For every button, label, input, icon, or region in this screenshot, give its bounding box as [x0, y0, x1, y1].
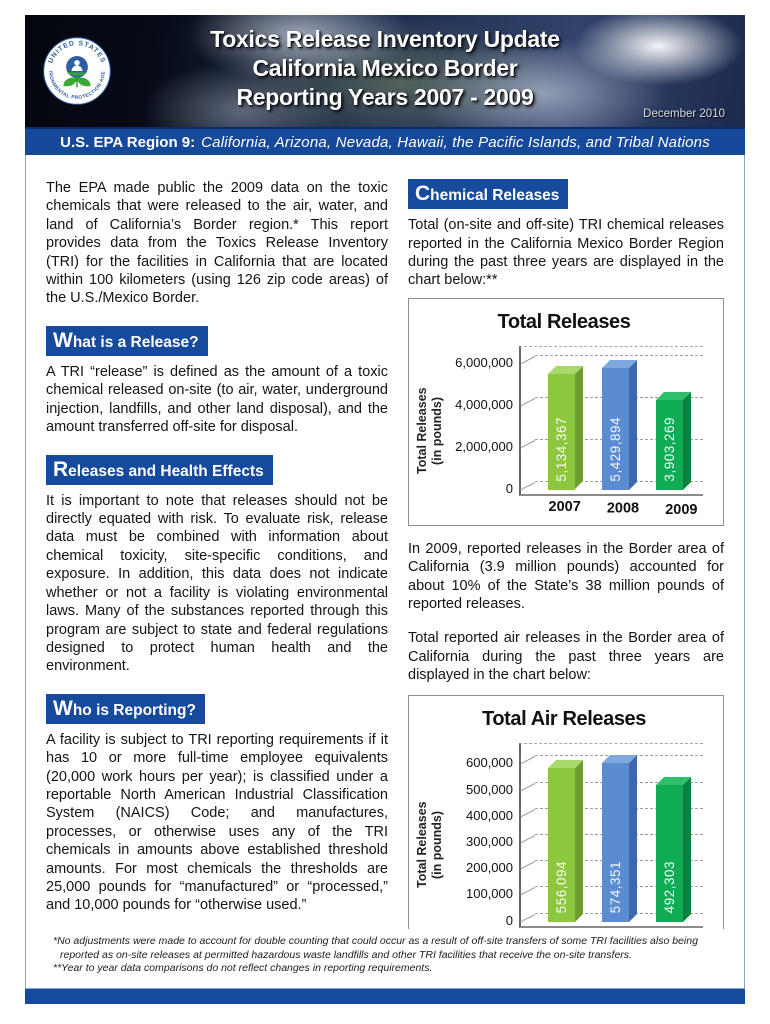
chart-total-air-releases: Total Air Releases Total Releases (in poun…	[408, 694, 724, 930]
y-tick-label: 100,000	[466, 886, 513, 902]
heading-releases-health-effects: Releases and Health Effects	[46, 454, 273, 485]
section-who-is-reporting: Who is Reporting? A facility is subject …	[46, 693, 388, 915]
y-tick-label: 300,000	[466, 833, 513, 849]
right-column: Chemical Releases Total (on-site and off…	[408, 179, 724, 930]
bar-value-text: 556,094	[553, 861, 569, 914]
section-what-is-a-release: What is a Release? A TRI “release” is de…	[46, 325, 388, 437]
bar-2008: 5,429,894	[601, 368, 629, 490]
chart-title: Total Air Releases	[482, 707, 646, 730]
title-line-1: Toxics Release Inventory Update	[210, 26, 560, 52]
heading-what-is-a-release: What is a Release?	[46, 325, 208, 356]
intro-paragraph: The EPA made public the 2009 data on the…	[46, 180, 388, 307]
plot-column: 0 100,000 200,000 300,000 400,000 500,000 600,…	[447, 742, 713, 930]
chart-total-releases: Total Releases Total Releases (in pounds) 0…	[408, 297, 724, 526]
bar-value-text: 574,351	[607, 861, 623, 914]
bar-value-label: 5,429,894	[602, 417, 629, 482]
logo-leaf-right	[77, 77, 91, 87]
bar-2007: 5,134,367	[547, 374, 575, 490]
chart-title: Total Releases	[497, 310, 631, 333]
x-tick-label: 2007	[548, 498, 581, 515]
footer-bar	[25, 989, 745, 1004]
heading-who-is-reporting: Who is Reporting?	[46, 693, 205, 724]
header-banner: UNITED STATES ENVIRONMENTAL PROTECTION A…	[25, 15, 745, 127]
bars-group: 556,094 574,351 492,303	[539, 744, 701, 926]
x-tick-label: 2009	[665, 501, 698, 518]
bar-2009: 3,903,269	[655, 400, 683, 490]
paragraph-who-is-reporting: A facility is subject to TRI reporting r…	[46, 731, 388, 914]
x-axis-labels: 2007 2008 2009	[519, 498, 703, 518]
bars-group: 5,134,367 5,429,894 3,903,269	[539, 347, 701, 494]
chart-body: Total Releases (in pounds) 0 2,000,000 4,000…	[415, 345, 713, 518]
bar-value-text: 5,134,367	[553, 417, 569, 482]
bar-value-label: 5,134,367	[548, 417, 575, 482]
intro-section: The EPA made public the 2009 data on the…	[46, 179, 388, 308]
footnote-1: *No adjustments were made to account for…	[53, 935, 698, 961]
title-line-3: Reporting Years 2007 - 2009	[236, 84, 534, 110]
bar-2007: 556,094	[547, 767, 575, 922]
paragraph-what-is-a-release: A TRI “release” is defined as the amount…	[46, 363, 388, 436]
y-tick-label: 4,000,000	[455, 397, 513, 413]
heading-chemical-releases: Chemical Releases	[408, 179, 569, 210]
y-tick-label: 6,000,000	[455, 355, 513, 371]
paragraph-chemical-releases: Total (on-site and off-site) TRI chemica…	[408, 217, 724, 289]
logo-leaf-left	[63, 77, 77, 87]
region-bar-label: U.S. EPA Region 9:	[60, 133, 196, 151]
paragraph-releases-health-effects: It is important to note that releases sh…	[46, 492, 388, 675]
bar-value-label: 574,351	[602, 861, 629, 913]
bar-value-label: 556,094	[548, 861, 575, 913]
region-bar: U.S. EPA Region 9: California, Arizona, …	[25, 127, 745, 155]
paragraph-air-releases-intro: Total reported air releases in the Borde…	[408, 630, 724, 684]
y-tick-label: 0	[505, 912, 513, 928]
y-tick-label: 500,000	[466, 781, 513, 797]
report-title: Toxics Release Inventory Update Californ…	[25, 25, 745, 112]
bar-value-label: 3,903,269	[656, 417, 683, 482]
x-tick-label: 2008	[606, 500, 640, 517]
footnotes: *No adjustments were made to account for…	[46, 929, 724, 980]
y-tick-label: 200,000	[466, 860, 513, 876]
y-axis-label: Total Releases (in pounds)	[415, 801, 444, 888]
bar-value-text: 3,903,269	[661, 417, 677, 482]
y-tick-label: 400,000	[466, 807, 513, 823]
y-tick-label: 600,000	[466, 755, 513, 771]
bar-2009: 492,303	[655, 784, 683, 922]
section-releases-health-effects: Releases and Health Effects It is import…	[46, 454, 388, 676]
y-axis-label: Total Releases (in pounds)	[415, 386, 444, 474]
two-column-layout: The EPA made public the 2009 data on the…	[46, 179, 724, 930]
epa-logo: UNITED STATES ENVIRONMENTAL PROTECTION A…	[43, 37, 111, 105]
y-tick-label: 0	[505, 480, 513, 496]
footnote-2: **Year to year data comparisons do not r…	[53, 962, 433, 975]
left-column: The EPA made public the 2009 data on the…	[46, 179, 388, 929]
plot-area: 0 2,000,000 4,000,000 6,000,000 5,134,367 5,4…	[455, 345, 703, 496]
plot-column: 0 2,000,000 4,000,000 6,000,000 5,134,367 5,4…	[447, 345, 713, 518]
gridline	[535, 355, 703, 357]
plot-area: 0 100,000 200,000 300,000 400,000 500,000 600,…	[466, 742, 703, 928]
bar-value-text: 492,303	[661, 861, 677, 914]
issue-date: December 2010	[643, 108, 725, 120]
paragraph-2009-releases: In 2009, reported releases in the Border…	[408, 540, 724, 612]
title-line-2: California Mexico Border	[252, 55, 518, 81]
bar-2008: 574,351	[601, 763, 629, 922]
bar-value-label: 492,303	[656, 861, 683, 913]
chart-body: Total Releases (in pounds) 0 100,000 200,000…	[415, 742, 713, 930]
content-area: The EPA made public the 2009 data on the…	[25, 155, 745, 989]
y-tick-label: 2,000,000	[455, 438, 513, 454]
region-bar-states: California, Arizona, Nevada, Hawaii, the…	[201, 133, 710, 151]
bar-value-text: 5,429,894	[607, 417, 623, 482]
